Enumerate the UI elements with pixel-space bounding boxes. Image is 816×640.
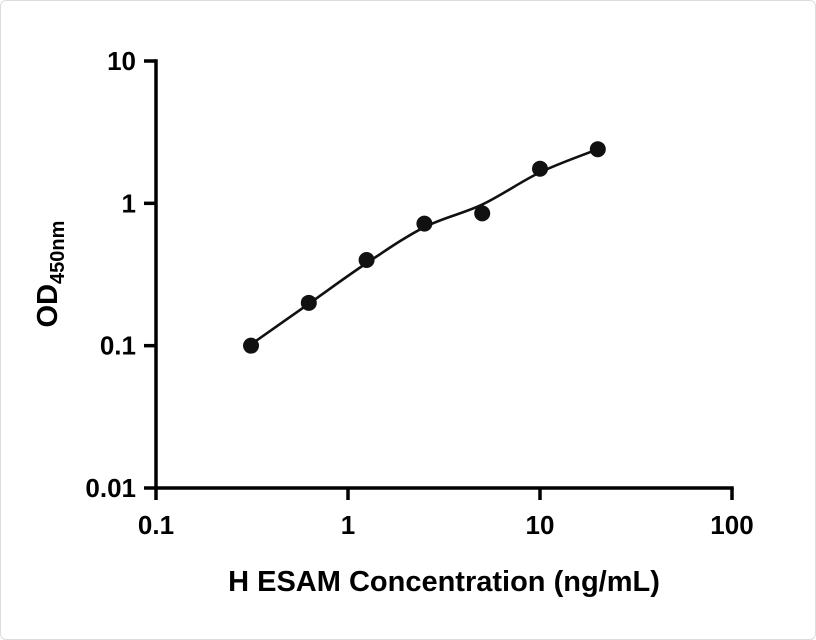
data-point: [589, 141, 606, 158]
fit-curve: [250, 148, 599, 346]
y-tick-label: 0.1: [100, 331, 136, 361]
data-point: [416, 215, 433, 232]
y-tick-label: 1: [122, 188, 136, 218]
x-tick-label: 100: [710, 510, 753, 540]
data-point: [300, 294, 317, 311]
y-axis-title: OD450nm: [32, 221, 69, 328]
axes: [154, 59, 734, 490]
y-axis-title-sub: 450nm: [47, 221, 69, 284]
x-axis-title: H ESAM Concentration (ng/mL): [228, 566, 660, 598]
y-axis-title-main: OD: [32, 284, 64, 328]
data-point: [532, 160, 548, 177]
y-tick-label: 10: [107, 46, 136, 76]
x-tick-label: 1: [341, 510, 355, 540]
y-tick-label: 0.01: [85, 473, 136, 503]
x-tick-label: 0.1: [138, 510, 174, 540]
data-point: [358, 251, 375, 268]
data-point: [243, 337, 260, 354]
data-point: [474, 205, 491, 222]
x-tick-label: 10: [526, 510, 555, 540]
